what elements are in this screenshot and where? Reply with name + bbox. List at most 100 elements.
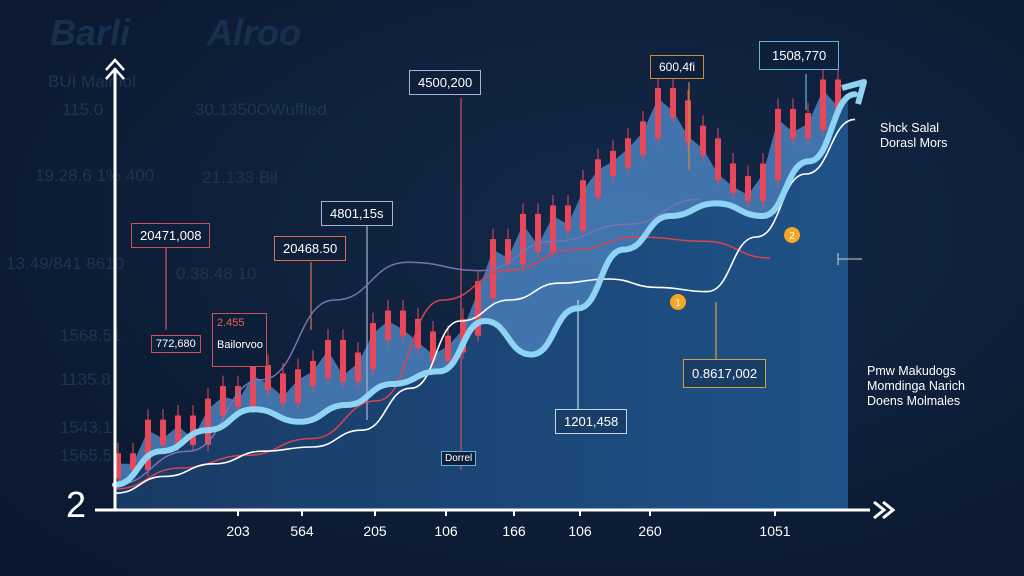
ghost-text: 1565.5 — [60, 446, 112, 465]
x-tick-label: 106 — [434, 523, 458, 539]
annotation-label: 2.455 Bailorvoo — [212, 313, 267, 367]
annotation-label: Dorrel — [441, 451, 477, 466]
candle — [535, 213, 541, 252]
x-tick-label: 205 — [363, 523, 387, 539]
candle — [220, 386, 226, 416]
candle — [745, 176, 751, 202]
annotation-label: 0.8617,002 — [683, 359, 767, 388]
candle — [775, 108, 781, 181]
candle — [325, 339, 331, 378]
marker-label: 2 — [789, 231, 795, 242]
x-axis-chevron-icon — [873, 500, 896, 520]
side-label-top: Shck Salal Dorasl Mors — [880, 121, 947, 151]
annotation-label: 1508,770 — [759, 41, 840, 70]
candle — [400, 310, 406, 336]
candle — [670, 87, 676, 118]
ghost-title-right: Alroo — [207, 12, 301, 53]
candle — [835, 79, 841, 114]
candle — [355, 352, 361, 382]
candle — [340, 339, 346, 382]
candle — [760, 163, 766, 202]
candle — [265, 365, 271, 391]
x-tick-label: 166 — [502, 523, 526, 539]
ghost-text: 21.133 Bil — [202, 168, 278, 187]
coin-marker-icon — [784, 227, 800, 243]
candle — [235, 386, 241, 408]
x-tick-label: 1051 — [759, 523, 791, 539]
candle — [685, 100, 691, 143]
candle — [370, 323, 376, 370]
moving-average-red — [114, 236, 771, 490]
ghost-text: 1543.1 — [60, 418, 112, 437]
side-label-line: Pmw Makudogs — [867, 364, 956, 378]
candle — [280, 373, 286, 403]
candle — [190, 415, 196, 445]
x-tick-label: 203 — [226, 523, 250, 539]
candle — [130, 453, 136, 471]
annotation-label: 600,4fi — [650, 55, 705, 79]
annotation-value: 2.455 — [217, 317, 245, 329]
annotation-label: 1201,458 — [555, 409, 628, 434]
candle — [715, 138, 721, 181]
trend-arrow-icon — [841, 79, 867, 105]
moving-average-purple — [114, 198, 701, 486]
candle — [550, 205, 556, 252]
ghost-text: 30.1350OWuffled — [195, 100, 327, 119]
ghost-text: 1568.51 — [60, 326, 122, 345]
ghost-text: 0.38.48 10 — [176, 264, 257, 283]
candle — [175, 415, 181, 445]
candle — [415, 318, 421, 349]
candle — [160, 419, 166, 445]
candle — [145, 419, 151, 471]
candle — [580, 180, 586, 231]
y-axis-chevron-icon — [105, 58, 125, 80]
annotation-label: 4500,200 — [409, 70, 482, 95]
marker-label: 1 — [675, 298, 681, 309]
annotation-label: 772,680 — [151, 335, 201, 353]
candle — [505, 239, 511, 265]
candle — [730, 163, 736, 193]
ghost-text: 19.28.6 1% 400 — [35, 166, 155, 185]
side-label-line: Doens Molmales — [867, 394, 961, 408]
candle — [310, 360, 316, 387]
candle — [820, 79, 826, 130]
side-label-bottom: Pmw Makudogs Momdinga Narich Doens Molma… — [867, 364, 965, 409]
ghost-title-left: Barli — [50, 12, 131, 53]
candle — [700, 125, 706, 156]
ghost-text: 115.0 — [62, 100, 104, 119]
annotation-label: 4801,15s — [321, 201, 393, 226]
side-label-line: Momdinga Narich — [867, 379, 965, 393]
side-label-line: Dorasl Mors — [880, 136, 948, 150]
candle — [520, 213, 526, 265]
candle — [295, 369, 301, 403]
side-label-line: Shck Salal — [880, 121, 940, 135]
candle — [460, 318, 466, 353]
candle — [565, 205, 571, 231]
candle — [655, 87, 661, 139]
ghost-text: 1135.8 — [60, 370, 111, 389]
candle — [250, 365, 256, 408]
candle — [805, 113, 811, 139]
candle — [790, 108, 796, 139]
candle — [430, 331, 436, 361]
candle — [205, 398, 211, 445]
candle — [640, 121, 646, 156]
candle — [385, 310, 391, 340]
candle — [115, 453, 121, 479]
ghost-text: 13.49/841 8610 — [6, 254, 125, 273]
annotation-caption: Bailorvoo — [217, 339, 263, 351]
corner-label: 2 — [66, 484, 87, 525]
candle — [595, 159, 601, 198]
trend-area — [115, 94, 855, 510]
candle — [475, 281, 481, 336]
annotation-label: 20468.50 — [274, 236, 347, 261]
annotation-label: 20471,008 — [131, 223, 211, 248]
candle — [610, 150, 616, 177]
trend-line — [112, 91, 858, 488]
x-tick-label: 260 — [638, 523, 662, 539]
coin-marker-icon — [670, 294, 686, 310]
x-tick-label: 106 — [568, 523, 592, 539]
candle — [625, 138, 631, 168]
x-tick-label: 564 — [290, 523, 314, 539]
